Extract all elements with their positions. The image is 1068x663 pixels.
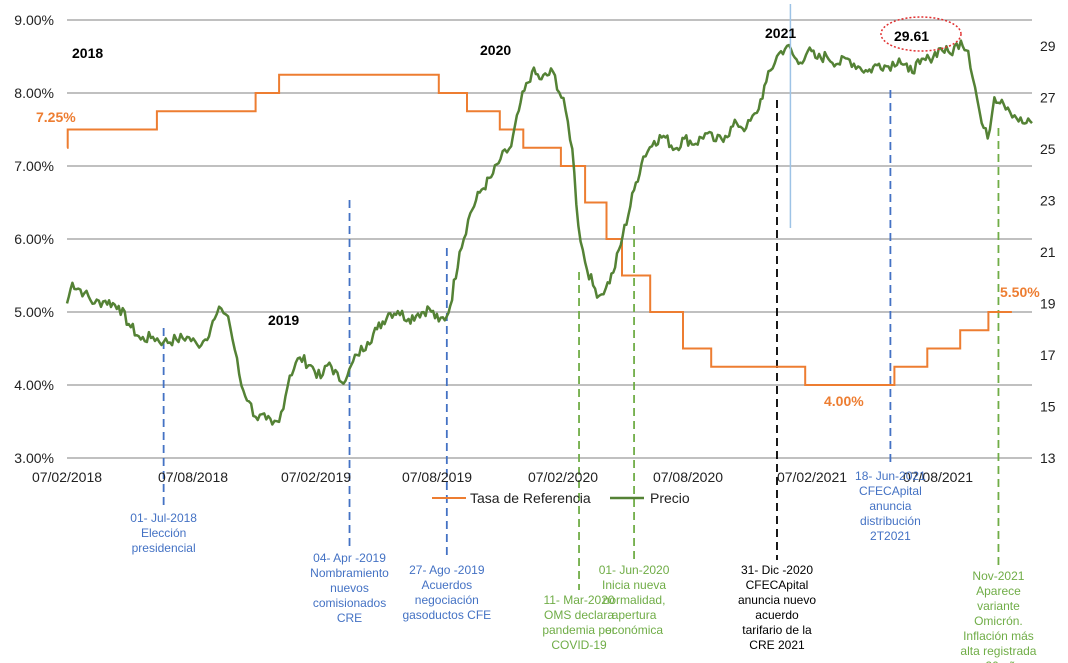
annotation-text-line: Acuerdos [421, 578, 472, 592]
y-left-tick-label: 9.00% [14, 12, 54, 28]
y-right-tick-label: 19 [1040, 295, 1056, 311]
y-right-tick-label: 15 [1040, 398, 1056, 414]
annotation-text-line: presidencial [132, 541, 196, 555]
annotation-text-line: en 20 años [969, 659, 1028, 663]
annotation-text-line: Nombramiento [310, 566, 389, 580]
y-right-tick-label: 17 [1040, 347, 1056, 363]
annotation-text-line: Nov-2021 [972, 569, 1024, 583]
x-tick-label: 07/08/2020 [653, 469, 723, 485]
year-label-2021: 2021 [765, 25, 796, 41]
rate-start-label: 7.25% [36, 109, 76, 125]
year-label-2020: 2020 [480, 42, 511, 58]
peak-price-label: 29.61 [894, 28, 929, 44]
y-right-tick-label: 25 [1040, 141, 1056, 157]
annotation-text-line: nuevos [330, 581, 369, 595]
y-right-tick-label: 29 [1040, 38, 1056, 54]
legend-rate-label: Tasa de Referencia [470, 490, 591, 506]
annotation-text-line: negociación [415, 593, 479, 607]
annotation-text-line: alta registrada [960, 644, 1036, 658]
year-label-2018: 2018 [72, 45, 103, 61]
y-left-tick-label: 4.00% [14, 377, 54, 393]
y-right-tick-label: 23 [1040, 192, 1056, 208]
annotation-text-line: 2T2021 [870, 529, 911, 543]
annotation-text-line: acuerdo [755, 608, 799, 622]
rate-end-label: 5.50% [1000, 284, 1040, 300]
series-line-tasa-de-referencia [66, 73, 1012, 386]
x-tick-label: 07/02/2021 [777, 469, 847, 485]
annotation-text-line: 27- Ago -2019 [409, 563, 485, 577]
x-tick-label: 07/02/2018 [32, 469, 102, 485]
y-left-tick-label: 8.00% [14, 85, 54, 101]
annotation-text-line: Inflación más [963, 629, 1034, 643]
y-left-tick-label: 7.00% [14, 158, 54, 174]
annotation-text-line: 04- Apr -2019 [313, 551, 386, 565]
tick-labels: 3.00% 4.00% 5.00% 6.00% 7.00% 8.00% 9.00% 13 15 1… [14, 12, 1055, 485]
annotation-text-line: distribución [860, 514, 921, 528]
annotation-text-line: gasoductos CFE [402, 608, 491, 622]
annotation-text-line: 31- Dic -2020 [741, 563, 813, 577]
x-tick-label: 07/02/2019 [281, 469, 351, 485]
annotation-text-line: económica [605, 623, 663, 637]
x-tick-label: 07/02/2020 [528, 469, 598, 485]
x-tick-label: 07/08/2021 [903, 469, 973, 485]
x-tick-label: 07/08/2019 [402, 469, 472, 485]
annotation-text-line: OMS declara [544, 608, 614, 622]
annotation-lines [162, 90, 1000, 590]
annotation-text-line: CFECApital [746, 578, 809, 592]
annotation-text-line: comisionados [313, 596, 386, 610]
y-left-tick-label: 3.00% [14, 450, 54, 466]
series-lines [65, 4, 1033, 426]
annotation-text-line: 18- Jun-2021 [855, 469, 926, 483]
annotation-text-line: 01- Jul-2018 [130, 511, 197, 525]
annotation-text-line: normalidad, [603, 593, 666, 607]
peak-highlight-ellipse [880, 16, 962, 52]
x-tick-label: 07/08/2018 [158, 469, 228, 485]
y-right-tick-label: 13 [1040, 450, 1056, 466]
annotation-text-line: COVID-19 [551, 638, 607, 652]
annotation-text-line: apertura [612, 608, 657, 622]
y-right-tick-label: 27 [1040, 89, 1056, 105]
y-left-tick-label: 6.00% [14, 231, 54, 247]
annotation-text-line: Inicia nueva [602, 578, 666, 592]
annotation-text-line: Omicrón. [974, 614, 1023, 628]
annotation-text-line: 01- Jun-2020 [599, 563, 670, 577]
gridlines [67, 19, 1032, 459]
annotation-text-line: anuncia nuevo [738, 593, 816, 607]
series-line-precio [65, 39, 1033, 426]
annotation-text-line: CRE 2021 [749, 638, 805, 652]
annotation-text-line: pandemia por [542, 623, 615, 637]
annotation-text-line: CFECApital [859, 484, 922, 498]
annotation-text-line: Elección [141, 526, 186, 540]
y-left-tick-label: 5.00% [14, 304, 54, 320]
annotation-text-line: anuncia [869, 499, 911, 513]
legend-price-label: Precio [650, 490, 690, 506]
rate-low-label: 4.00% [824, 393, 864, 409]
year-label-2019: 2019 [268, 312, 299, 328]
annotation-text-line: Aparece [976, 584, 1021, 598]
annotation-text-line: tarifario de la [742, 623, 812, 637]
annotation-text-line: 11- Mar-2020 [543, 593, 614, 607]
annotation-text-line: variante [977, 599, 1020, 613]
y-right-tick-label: 21 [1040, 244, 1056, 260]
annotation-text-line: CRE [337, 611, 362, 625]
